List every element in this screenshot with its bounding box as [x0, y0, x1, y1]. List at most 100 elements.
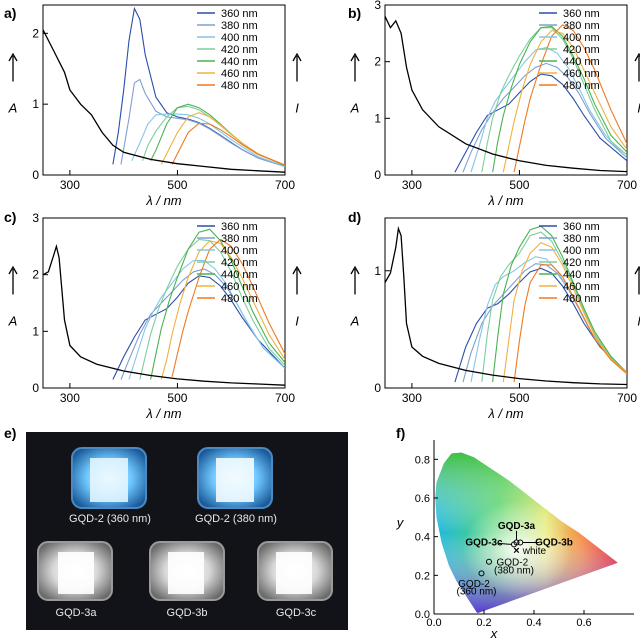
right-axis-arrowhead	[634, 265, 640, 275]
absorbance-line	[385, 226, 627, 386]
legend-entry: 480 nm	[221, 80, 258, 92]
legend-entry: 480 nm	[563, 80, 600, 92]
x-tick-label: 500	[167, 391, 187, 405]
vial-gqd2-360	[71, 447, 147, 509]
y-tick-label: 0.2	[415, 570, 430, 582]
right-axis-arrowhead	[634, 52, 640, 62]
x-tick-label: 500	[167, 178, 187, 192]
y-tick-label: 3	[374, 0, 381, 12]
legend-entry: 480 nm	[563, 293, 600, 305]
left-axis-arrowhead	[350, 265, 360, 275]
label-gqd3a: GQD-3a	[498, 521, 536, 532]
right-axis-title: I	[637, 314, 640, 329]
right-axis-title: I	[637, 101, 640, 116]
label-gqd2-360-name: GQD-2	[458, 579, 490, 590]
emission-line-480-nm	[171, 238, 285, 377]
absorbance-line	[43, 29, 285, 173]
plot-frame	[384, 217, 628, 389]
x-tick-label: 700	[617, 391, 637, 405]
emission-line-380-nm	[462, 263, 627, 383]
legend-entry: 380 nm	[221, 20, 258, 32]
emission-line-400-nm	[128, 259, 285, 380]
y-tick-label: 2	[32, 26, 39, 40]
label-gqd2-360-nm: (360 nm)	[456, 587, 496, 598]
y-tick-label: 1	[374, 264, 381, 278]
left-axis-arrowhead	[8, 52, 18, 62]
x-tick-label: 700	[275, 391, 295, 405]
vial-gqd3a	[37, 541, 113, 601]
legend-entry: 460 nm	[221, 281, 258, 293]
legend-entry: 380 nm	[221, 233, 258, 245]
emission-line-360-nm	[454, 73, 627, 173]
x-axis-title: λ / nm	[145, 406, 181, 421]
label-white: white	[522, 546, 547, 557]
x-tick-label: 500	[509, 178, 529, 192]
panel-label-c: c)	[4, 209, 16, 225]
y-tick-label: 0.8	[415, 454, 430, 466]
legend-entry: 360 nm	[221, 221, 258, 233]
y-tick-label: 3	[32, 211, 39, 225]
y-axis-title: y	[396, 515, 405, 530]
left-axis-title: A	[350, 314, 360, 329]
legend-entry: 460 nm	[221, 68, 258, 80]
x-tick-label: 300	[402, 391, 422, 405]
pointer-gqd3c	[498, 542, 512, 545]
vial-gqd3b	[149, 541, 225, 601]
x-tick-label: 0.0	[426, 617, 441, 629]
panel-label-a: a)	[4, 5, 16, 21]
legend-entry: 400 nm	[563, 245, 600, 257]
x-axis-title: λ / nm	[487, 406, 523, 421]
y-tick-label: 0.6	[415, 493, 430, 505]
y-tick-label: 0	[374, 168, 381, 182]
emission-line-360-nm	[454, 267, 627, 383]
x-axis-title: x	[490, 626, 498, 640]
emission-line-360-nm	[112, 6, 285, 168]
legend-entry: 480 nm	[221, 293, 258, 305]
left-axis-arrowhead	[8, 265, 18, 275]
chromaticity-point	[486, 558, 492, 565]
y-tick-label: 2	[32, 268, 39, 282]
photo-caption-gqd3c: GQD-3c	[276, 607, 317, 619]
white-point-marker: ×	[513, 545, 519, 557]
cie-chromaticity-chart: 0.0 0.2 0.4 0.6 0.0 0.2 0.4 0.6 0.8 x y × GQD-3a GQD-…	[396, 440, 634, 640]
legend-entry: 380 nm	[563, 20, 600, 32]
legend-entry: 400 nm	[221, 32, 258, 44]
legend-entry: 460 nm	[563, 281, 600, 293]
y-tick-label: 2	[374, 55, 381, 69]
x-tick-label: 300	[402, 178, 422, 192]
plot-frame	[42, 217, 286, 389]
x-tick-label: 300	[60, 391, 80, 405]
emission-line-400-nm	[470, 46, 627, 173]
legend-entry: 440 nm	[221, 56, 258, 68]
left-axis-title: A	[8, 101, 18, 116]
legend-entry: 440 nm	[563, 269, 600, 281]
legend-entry: 400 nm	[221, 245, 258, 257]
right-axis-arrowhead	[292, 265, 302, 275]
photo-caption-gqd3a: GQD-3a	[56, 607, 98, 619]
plot-frame	[42, 4, 286, 176]
label-gqd2-380-nm: (380 nm)	[494, 565, 534, 576]
x-tick-label: 700	[617, 178, 637, 192]
legend-entry: 420 nm	[221, 257, 258, 269]
y-tick-label: 0	[32, 168, 39, 182]
emission-line-420-nm	[139, 238, 285, 380]
x-tick-label: 300	[60, 178, 80, 192]
legend-entry: 360 nm	[563, 221, 600, 233]
y-tick-label: 0.4	[415, 532, 430, 544]
legend-entry: 440 nm	[563, 56, 600, 68]
x-tick-label: 700	[275, 178, 295, 192]
panel-label-d: d)	[348, 209, 361, 225]
right-axis-title: I	[295, 101, 299, 116]
left-axis-title: A	[350, 101, 360, 116]
emission-line-380-nm	[120, 78, 285, 168]
y-tick-label: 0	[32, 381, 39, 395]
emission-line-440-nm	[492, 25, 627, 173]
x-axis-title: λ / nm	[487, 193, 523, 208]
legend-entry: 400 nm	[563, 32, 600, 44]
x-tick-label: 500	[509, 391, 529, 405]
emission-line-460-nm	[502, 241, 627, 383]
emission-line-460-nm	[502, 29, 627, 173]
legend-entry: 360 nm	[221, 8, 258, 20]
